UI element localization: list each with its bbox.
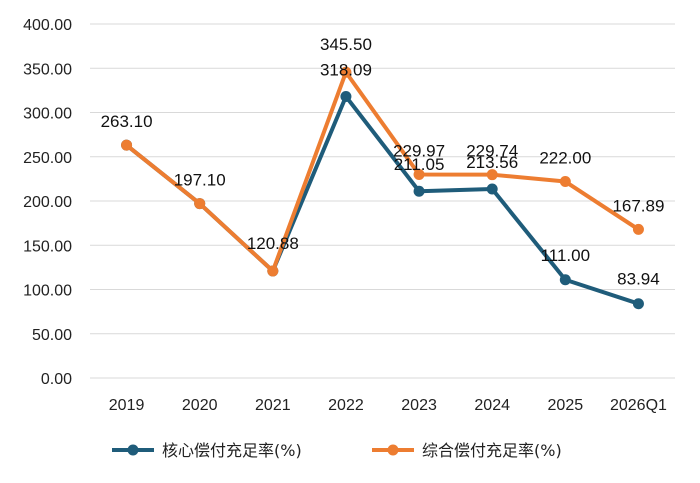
x-tick-label: 2021 bbox=[255, 397, 291, 414]
data-point bbox=[413, 185, 425, 197]
data-point bbox=[486, 169, 498, 181]
y-tick-label: 50.00 bbox=[32, 327, 72, 344]
y-axis-ticks: 0.00 50.00 100.00 150.00 200.00 250.00 300.00 3… bbox=[23, 17, 72, 388]
legend-marker bbox=[387, 444, 399, 456]
series-line-1 bbox=[124, 70, 641, 274]
y-tick-label: 0.00 bbox=[41, 371, 72, 388]
gridlines bbox=[90, 23, 675, 379]
data-label: 318.09 bbox=[320, 60, 372, 79]
data-point bbox=[632, 298, 644, 310]
data-point bbox=[340, 90, 352, 102]
y-tick-label: 150.00 bbox=[23, 238, 72, 255]
data-label: 211.05 bbox=[394, 155, 445, 174]
data-point bbox=[194, 198, 206, 210]
x-tick-label: 2023 bbox=[401, 397, 437, 414]
data-label: 229.74 bbox=[466, 142, 518, 161]
data-label: 111.00 bbox=[541, 246, 590, 265]
data-point bbox=[559, 176, 571, 188]
x-tick-label: 2022 bbox=[328, 397, 364, 414]
data-label: 229.97 bbox=[393, 141, 445, 160]
legend-label: 综合偿付充足率(%) bbox=[422, 441, 562, 460]
x-tick-label: 2019 bbox=[109, 397, 145, 414]
x-tick-label: 2020 bbox=[182, 397, 218, 414]
data-label: 213.56 bbox=[466, 153, 518, 172]
series-group bbox=[121, 66, 644, 310]
data-point bbox=[413, 168, 425, 180]
x-axis-ticks: 2019 2020 2021 2022 2023 2024 2025 2026Q1 bbox=[109, 397, 667, 414]
data-point bbox=[559, 274, 571, 286]
data-label: 222.00 bbox=[539, 149, 591, 168]
y-tick-label: 300.00 bbox=[23, 106, 72, 123]
x-tick-label: 2025 bbox=[548, 397, 584, 414]
data-label: 345.50 bbox=[320, 35, 372, 54]
y-tick-label: 250.00 bbox=[23, 150, 72, 167]
legend-label: 核心偿付充足率(%) bbox=[162, 441, 302, 460]
data-point bbox=[267, 265, 279, 277]
y-tick-label: 200.00 bbox=[23, 194, 72, 211]
data-label: 167.89 bbox=[612, 196, 664, 215]
data-labels: 318.09 211.05 213.56 111.00 83.94 263.10 197.1… bbox=[101, 35, 665, 288]
legend-marker bbox=[127, 444, 139, 456]
data-point bbox=[121, 139, 133, 151]
legend: 核心偿付充足率(%) 综合偿付充足率(%) bbox=[112, 441, 562, 460]
data-label: 197.10 bbox=[174, 171, 226, 190]
x-tick-label: 2026Q1 bbox=[610, 397, 667, 414]
x-tick-label: 2024 bbox=[474, 397, 510, 414]
y-tick-label: 350.00 bbox=[23, 61, 72, 78]
data-point bbox=[340, 66, 352, 78]
data-label: 83.94 bbox=[617, 270, 660, 289]
data-label: 263.10 bbox=[101, 112, 153, 131]
data-point bbox=[632, 223, 644, 235]
y-tick-label: 400.00 bbox=[23, 17, 72, 34]
data-label: 120.88 bbox=[247, 234, 299, 253]
data-point bbox=[486, 183, 498, 195]
y-tick-label: 100.00 bbox=[23, 283, 72, 300]
